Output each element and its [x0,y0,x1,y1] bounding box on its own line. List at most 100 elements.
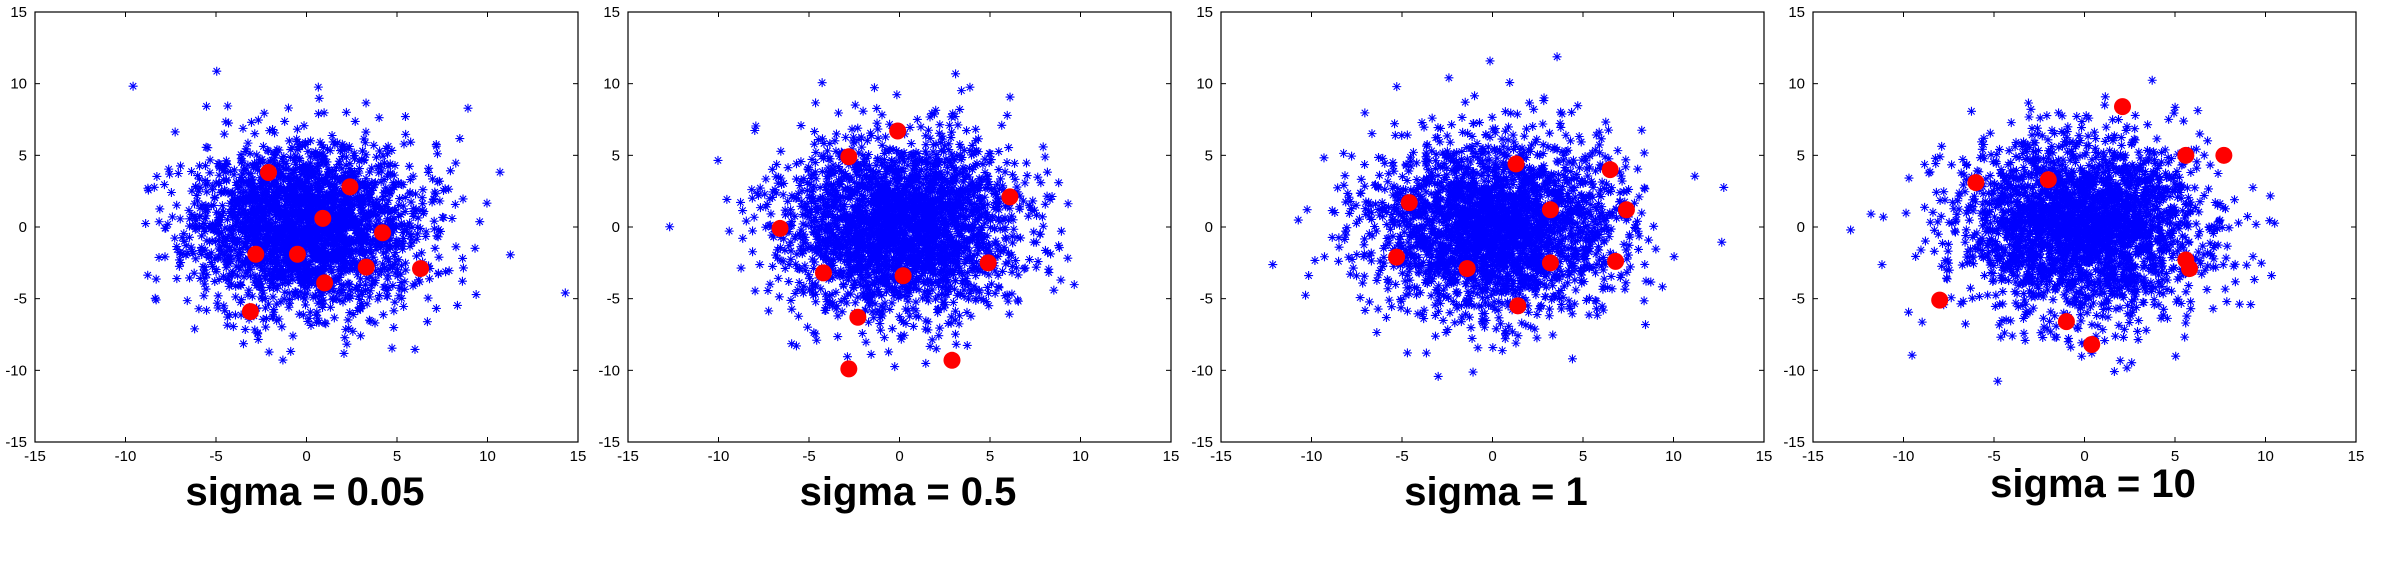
sample-point [370,234,380,244]
sample-point [783,196,793,206]
sample-point [284,227,294,237]
sample-point [279,271,289,281]
sample-point [345,265,355,275]
sample-point [825,190,835,200]
sample-point [939,297,949,307]
sample-point [1008,170,1018,180]
sample-point [367,177,377,187]
sample-point [899,233,909,243]
sample-point [312,317,322,327]
sample-point [319,108,329,118]
sample-point [239,213,249,223]
sample-point [225,271,235,281]
sample-point [885,119,895,129]
sample-point [277,153,287,163]
sample-point [965,82,975,92]
sample-point [922,223,932,233]
sample-point [241,144,251,154]
sample-point [874,167,884,177]
sample-point [247,201,257,211]
sample-point [246,265,256,275]
sample-point [877,140,887,150]
sample-point [295,208,305,218]
sample-point [226,189,236,199]
sample-point [961,241,971,251]
sample-point [811,205,821,215]
sample-point [253,280,263,290]
sample-point [937,134,947,144]
sample-point [199,218,209,228]
sample-point [833,108,843,118]
sample-point [931,294,941,304]
sample-point [397,293,407,303]
sample-point [207,262,217,272]
sample-point [931,277,941,287]
sample-point [373,294,383,304]
sample-point [890,158,900,168]
sample-point [945,120,955,130]
sample-point [854,148,864,158]
sample-point [340,226,350,236]
sample-point [938,274,948,284]
sample-point [849,234,859,244]
sample-point [796,242,806,252]
sample-point [767,164,777,174]
sample-point [276,234,286,244]
sample-point [853,200,863,210]
sample-point [971,214,981,224]
sample-point [835,249,845,259]
sample-point [356,287,366,297]
sample-point [398,201,408,211]
sample-point [854,135,864,145]
sample-point [248,230,258,240]
sample-point [227,207,237,217]
sample-point [258,314,268,324]
sample-point [205,168,215,178]
sample-point [197,231,207,241]
sample-point [361,286,371,296]
sample-point [1040,152,1050,162]
sample-point [936,181,946,191]
sample-point [1010,174,1020,184]
sample-point [303,283,313,293]
sample-point [230,244,240,254]
sample-point [225,166,235,176]
sample-point [154,217,164,227]
sample-point [956,86,966,96]
sample-point [201,211,211,221]
sample-point [930,169,940,179]
sample-point [357,214,367,224]
sample-point [346,235,356,245]
sample-point [923,243,933,253]
sample-point [903,194,913,204]
sample-point [310,152,320,162]
sample-point [248,207,258,217]
sample-point [198,268,208,278]
sample-point [313,242,323,252]
sample-point [336,285,346,295]
sample-point [272,299,282,309]
sample-point [792,249,802,259]
sample-point [873,219,883,229]
sample-point [1063,253,1073,263]
sample-point [273,238,283,248]
sample-point [973,249,983,259]
sample-point [421,231,431,241]
sample-point [392,242,402,252]
sample-point [822,185,832,195]
sample-point [318,191,328,201]
sample-point [902,204,912,214]
sample-point [808,290,818,300]
sample-point [876,233,886,243]
sample-point [451,158,461,168]
sample-point [259,223,269,233]
sample-point [853,166,863,176]
sample-point [346,260,356,270]
sample-point [943,182,953,192]
sample-point [774,292,784,302]
sample-point [194,304,204,314]
sample-point [893,293,903,303]
sample-point [904,282,914,292]
sample-point [278,212,288,222]
sample-point [222,247,232,257]
